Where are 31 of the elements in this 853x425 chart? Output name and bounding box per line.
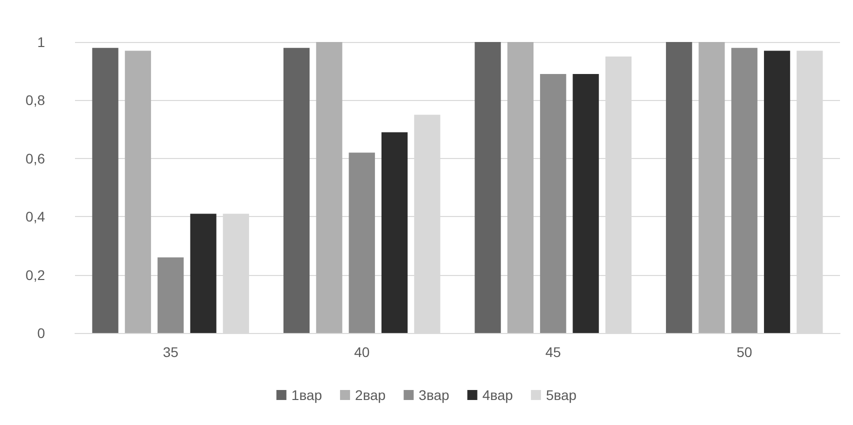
bar bbox=[92, 48, 118, 333]
legend-label: 1вар bbox=[291, 387, 322, 403]
legend-label: 5вар bbox=[546, 387, 577, 403]
bar bbox=[190, 214, 216, 333]
bar bbox=[507, 42, 534, 333]
bar bbox=[348, 152, 375, 333]
x-tick-label: 40 bbox=[354, 344, 370, 360]
bar bbox=[283, 48, 310, 333]
x-tick-label: 45 bbox=[545, 344, 562, 360]
y-tick-label: 1 bbox=[37, 34, 46, 50]
bar bbox=[381, 132, 408, 333]
bar bbox=[124, 50, 152, 333]
bar bbox=[572, 74, 599, 333]
bar bbox=[474, 42, 501, 333]
y-tick-label: 0,4 bbox=[26, 208, 46, 225]
bar bbox=[666, 42, 692, 333]
bar bbox=[316, 42, 342, 333]
legend-label: 4вар bbox=[482, 387, 514, 403]
legend-label: 2вар bbox=[355, 387, 386, 403]
legend-label: 3вар bbox=[418, 387, 450, 403]
y-tick-label: 0,2 bbox=[26, 266, 46, 283]
y-tick-label: 0,6 bbox=[26, 150, 46, 166]
bar bbox=[731, 48, 758, 333]
y-tick-label: 0,8 bbox=[26, 92, 46, 108]
bar bbox=[764, 50, 790, 333]
y-tick-label: 0 bbox=[37, 325, 46, 341]
x-tick-label: 35 bbox=[162, 344, 179, 360]
x-tick-label: 50 bbox=[736, 344, 752, 360]
bar bbox=[540, 74, 566, 333]
bar bbox=[158, 257, 184, 333]
bar bbox=[698, 42, 725, 333]
